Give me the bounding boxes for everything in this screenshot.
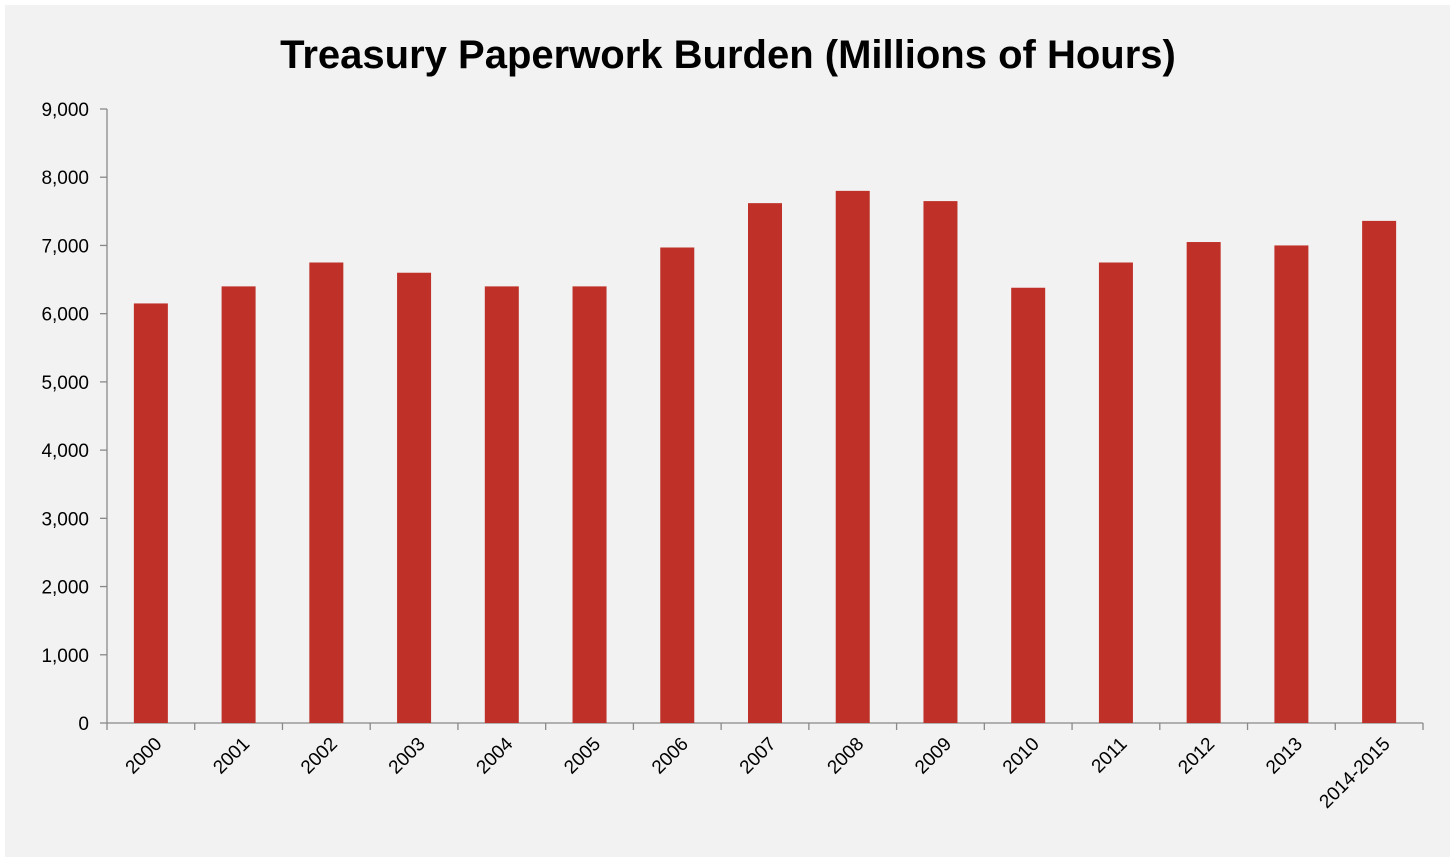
y-tick-label: 7,000 bbox=[41, 236, 89, 257]
x-tick-label: 2014-2015 bbox=[1316, 734, 1395, 813]
x-tick-label: 2006 bbox=[648, 734, 693, 779]
bar-2000 bbox=[133, 303, 168, 723]
x-tick-label: 2003 bbox=[385, 734, 430, 779]
x-tick-label: 2000 bbox=[122, 734, 167, 779]
bar-2004 bbox=[484, 286, 519, 723]
x-tick-label: 2005 bbox=[560, 734, 605, 779]
bar-2002 bbox=[309, 262, 344, 723]
bar-2006 bbox=[660, 247, 695, 724]
x-tick-label: 2013 bbox=[1262, 734, 1307, 779]
bar-2003 bbox=[397, 272, 432, 723]
y-tick-label: 5,000 bbox=[41, 373, 89, 394]
x-tick-label: 2010 bbox=[999, 734, 1044, 779]
x-tick-label: 2004 bbox=[473, 733, 518, 778]
y-tick-label: 3,000 bbox=[41, 509, 89, 530]
bar-2010 bbox=[1011, 287, 1046, 723]
x-tick-label: 2007 bbox=[736, 734, 781, 779]
y-tick-label: 4,000 bbox=[41, 441, 89, 462]
bar-2005 bbox=[572, 286, 607, 723]
bar-2008 bbox=[835, 190, 870, 723]
bar-2011 bbox=[1098, 262, 1133, 723]
bar-2007 bbox=[748, 203, 782, 723]
x-tick-label: 2002 bbox=[297, 734, 342, 779]
y-axis: 0 1,000 2,000 3,000 4,000 5,000 6,000 7,000 8,00… bbox=[41, 100, 108, 735]
x-tick-label: 2012 bbox=[1174, 734, 1219, 779]
bar-2013 bbox=[1274, 245, 1309, 723]
y-tick-label: 1,000 bbox=[41, 646, 89, 667]
x-tick-label: 2008 bbox=[824, 734, 869, 779]
y-tick-label: 2,000 bbox=[41, 578, 89, 599]
bar-2009 bbox=[923, 201, 958, 724]
bar-2001 bbox=[221, 286, 256, 723]
y-tick-label: 6,000 bbox=[41, 305, 89, 326]
y-tick-label: 9,000 bbox=[41, 100, 89, 121]
chart-title: Treasury Paperwork Burden (Millions of H… bbox=[280, 33, 1176, 77]
bar-2014-2015 bbox=[1362, 220, 1397, 723]
y-tick-label: 0 bbox=[78, 714, 89, 735]
x-tick-label: 2001 bbox=[209, 734, 254, 779]
bars-group bbox=[133, 190, 1397, 724]
x-tick-label: 2009 bbox=[911, 734, 956, 779]
bar-2012 bbox=[1186, 242, 1221, 724]
y-tick-label: 8,000 bbox=[41, 168, 89, 189]
x-axis: 2000 2001 2002 2003 2004 2005 2006 2007 2008 2009… bbox=[106, 722, 1424, 813]
x-tick-label: 2011 bbox=[1088, 734, 1132, 778]
